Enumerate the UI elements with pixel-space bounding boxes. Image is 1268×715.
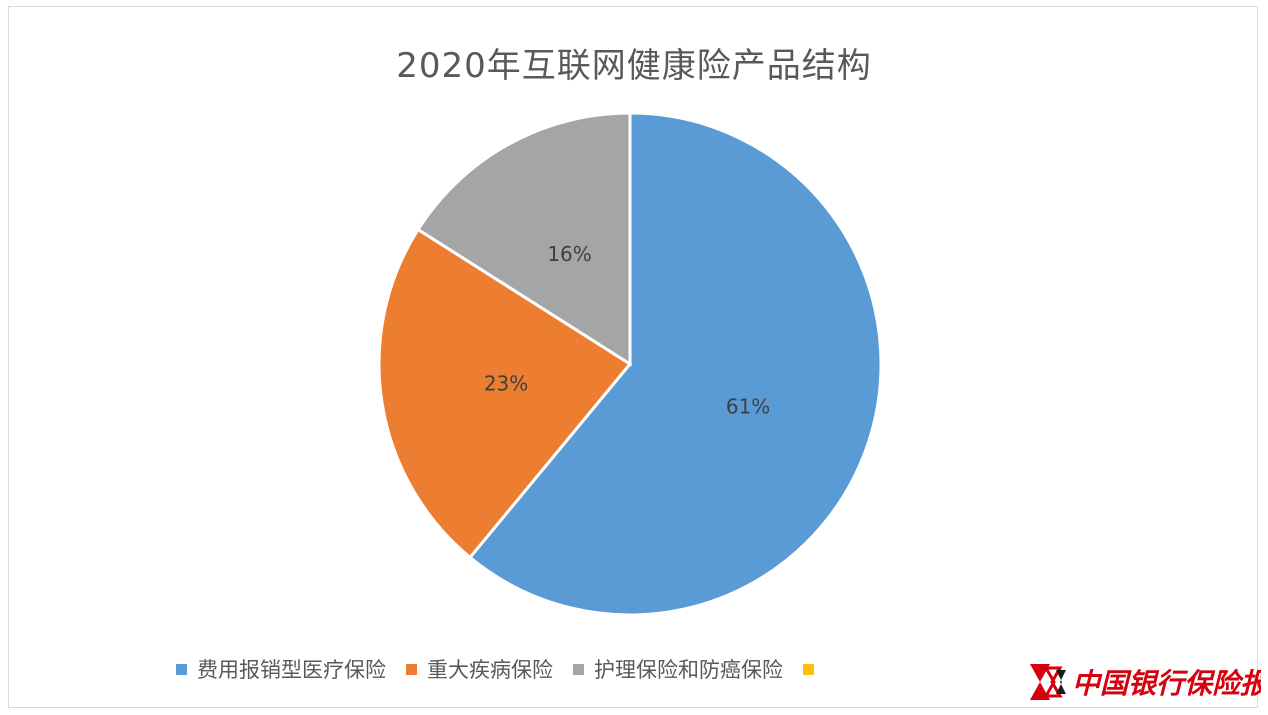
chart-title: 2020年互联网健康险产品结构 xyxy=(396,46,872,86)
legend-swatch xyxy=(573,663,584,675)
legend-swatch xyxy=(176,663,187,675)
slice-data-label: 23% xyxy=(484,372,528,396)
legend-swatch xyxy=(406,663,417,675)
legend-label: 重大疾病保险 xyxy=(427,658,553,682)
legend-item: 重大疾病保险 xyxy=(406,654,553,684)
double-chevron-logo-icon xyxy=(1030,664,1066,700)
watermark-text: 中国银行保险报 xyxy=(1072,667,1261,700)
legend-item: 护理保险和防癌保险 xyxy=(573,654,783,684)
pie-slice xyxy=(467,111,883,617)
legend: 费用报销型医疗保险 重大疾病保险 护理保险和防癌保险 xyxy=(0,654,1000,684)
legend-label: 护理保险和防癌保险 xyxy=(594,658,783,682)
pie-slice xyxy=(416,111,632,367)
legend-item: 费用报销型医疗保险 xyxy=(176,654,386,684)
slice-data-label: 61% xyxy=(726,395,770,419)
legend-label: 费用报销型医疗保险 xyxy=(197,658,386,682)
pie-slice xyxy=(377,227,633,560)
legend-swatch xyxy=(803,663,814,675)
slice-data-label: 16% xyxy=(547,242,591,266)
watermark-logo: 中国银行保险报 xyxy=(1030,664,1261,700)
legend-item xyxy=(803,663,824,675)
